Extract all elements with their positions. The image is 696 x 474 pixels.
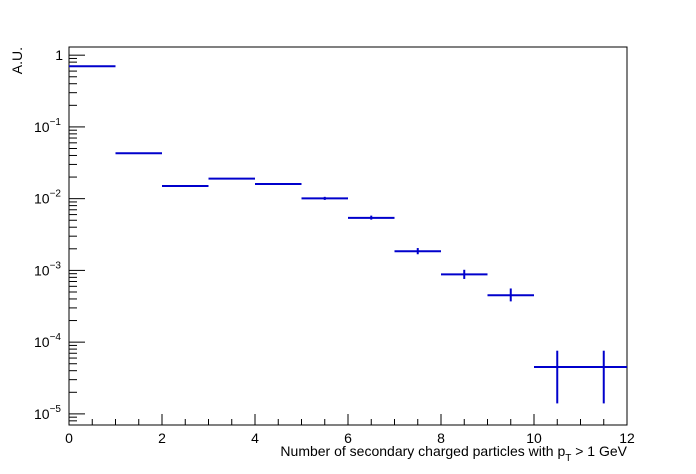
data-point: [301, 196, 348, 200]
data-point: [580, 350, 627, 404]
y-tick-label: 10−1: [34, 117, 61, 135]
x-axis-title-prefix: Number of secondary charged particles wi…: [280, 443, 565, 459]
data-point: [441, 269, 488, 279]
x-axis-title-subscript: T: [565, 453, 571, 464]
y-tick-label: 10−5: [34, 404, 61, 422]
data-point: [394, 248, 441, 255]
y-axis-title: A.U.: [9, 47, 25, 74]
data-points: [69, 65, 627, 404]
x-axis-title-suffix: > 1 GeV: [571, 443, 627, 459]
y-axis-tick-labels: 1 10−1 10−2 10−3 10−4 10−5: [34, 47, 63, 422]
data-point: [534, 350, 581, 404]
data-point: [348, 215, 395, 220]
y-axis-ticks: [69, 54, 85, 426]
x-tick-label: 2: [158, 430, 166, 446]
x-tick-label: 8: [437, 430, 445, 446]
y-tick-label: 1: [55, 47, 63, 63]
x-tick-label: 0: [65, 430, 73, 446]
x-axis-tick-labels: 0 2 4 6 8 10 12: [65, 430, 635, 446]
y-tick-label: 10−2: [34, 189, 61, 207]
y-tick-label: 10−4: [34, 332, 61, 350]
x-tick-label: 12: [619, 430, 635, 446]
x-tick-label: 10: [526, 430, 542, 446]
x-tick-label: 4: [251, 430, 259, 446]
x-axis-ticks: [68, 414, 628, 425]
y-tick-label: 10−3: [34, 260, 61, 278]
x-axis-title: Number of secondary charged particles wi…: [280, 443, 627, 464]
x-tick-label: 6: [344, 430, 352, 446]
data-point: [487, 288, 534, 302]
